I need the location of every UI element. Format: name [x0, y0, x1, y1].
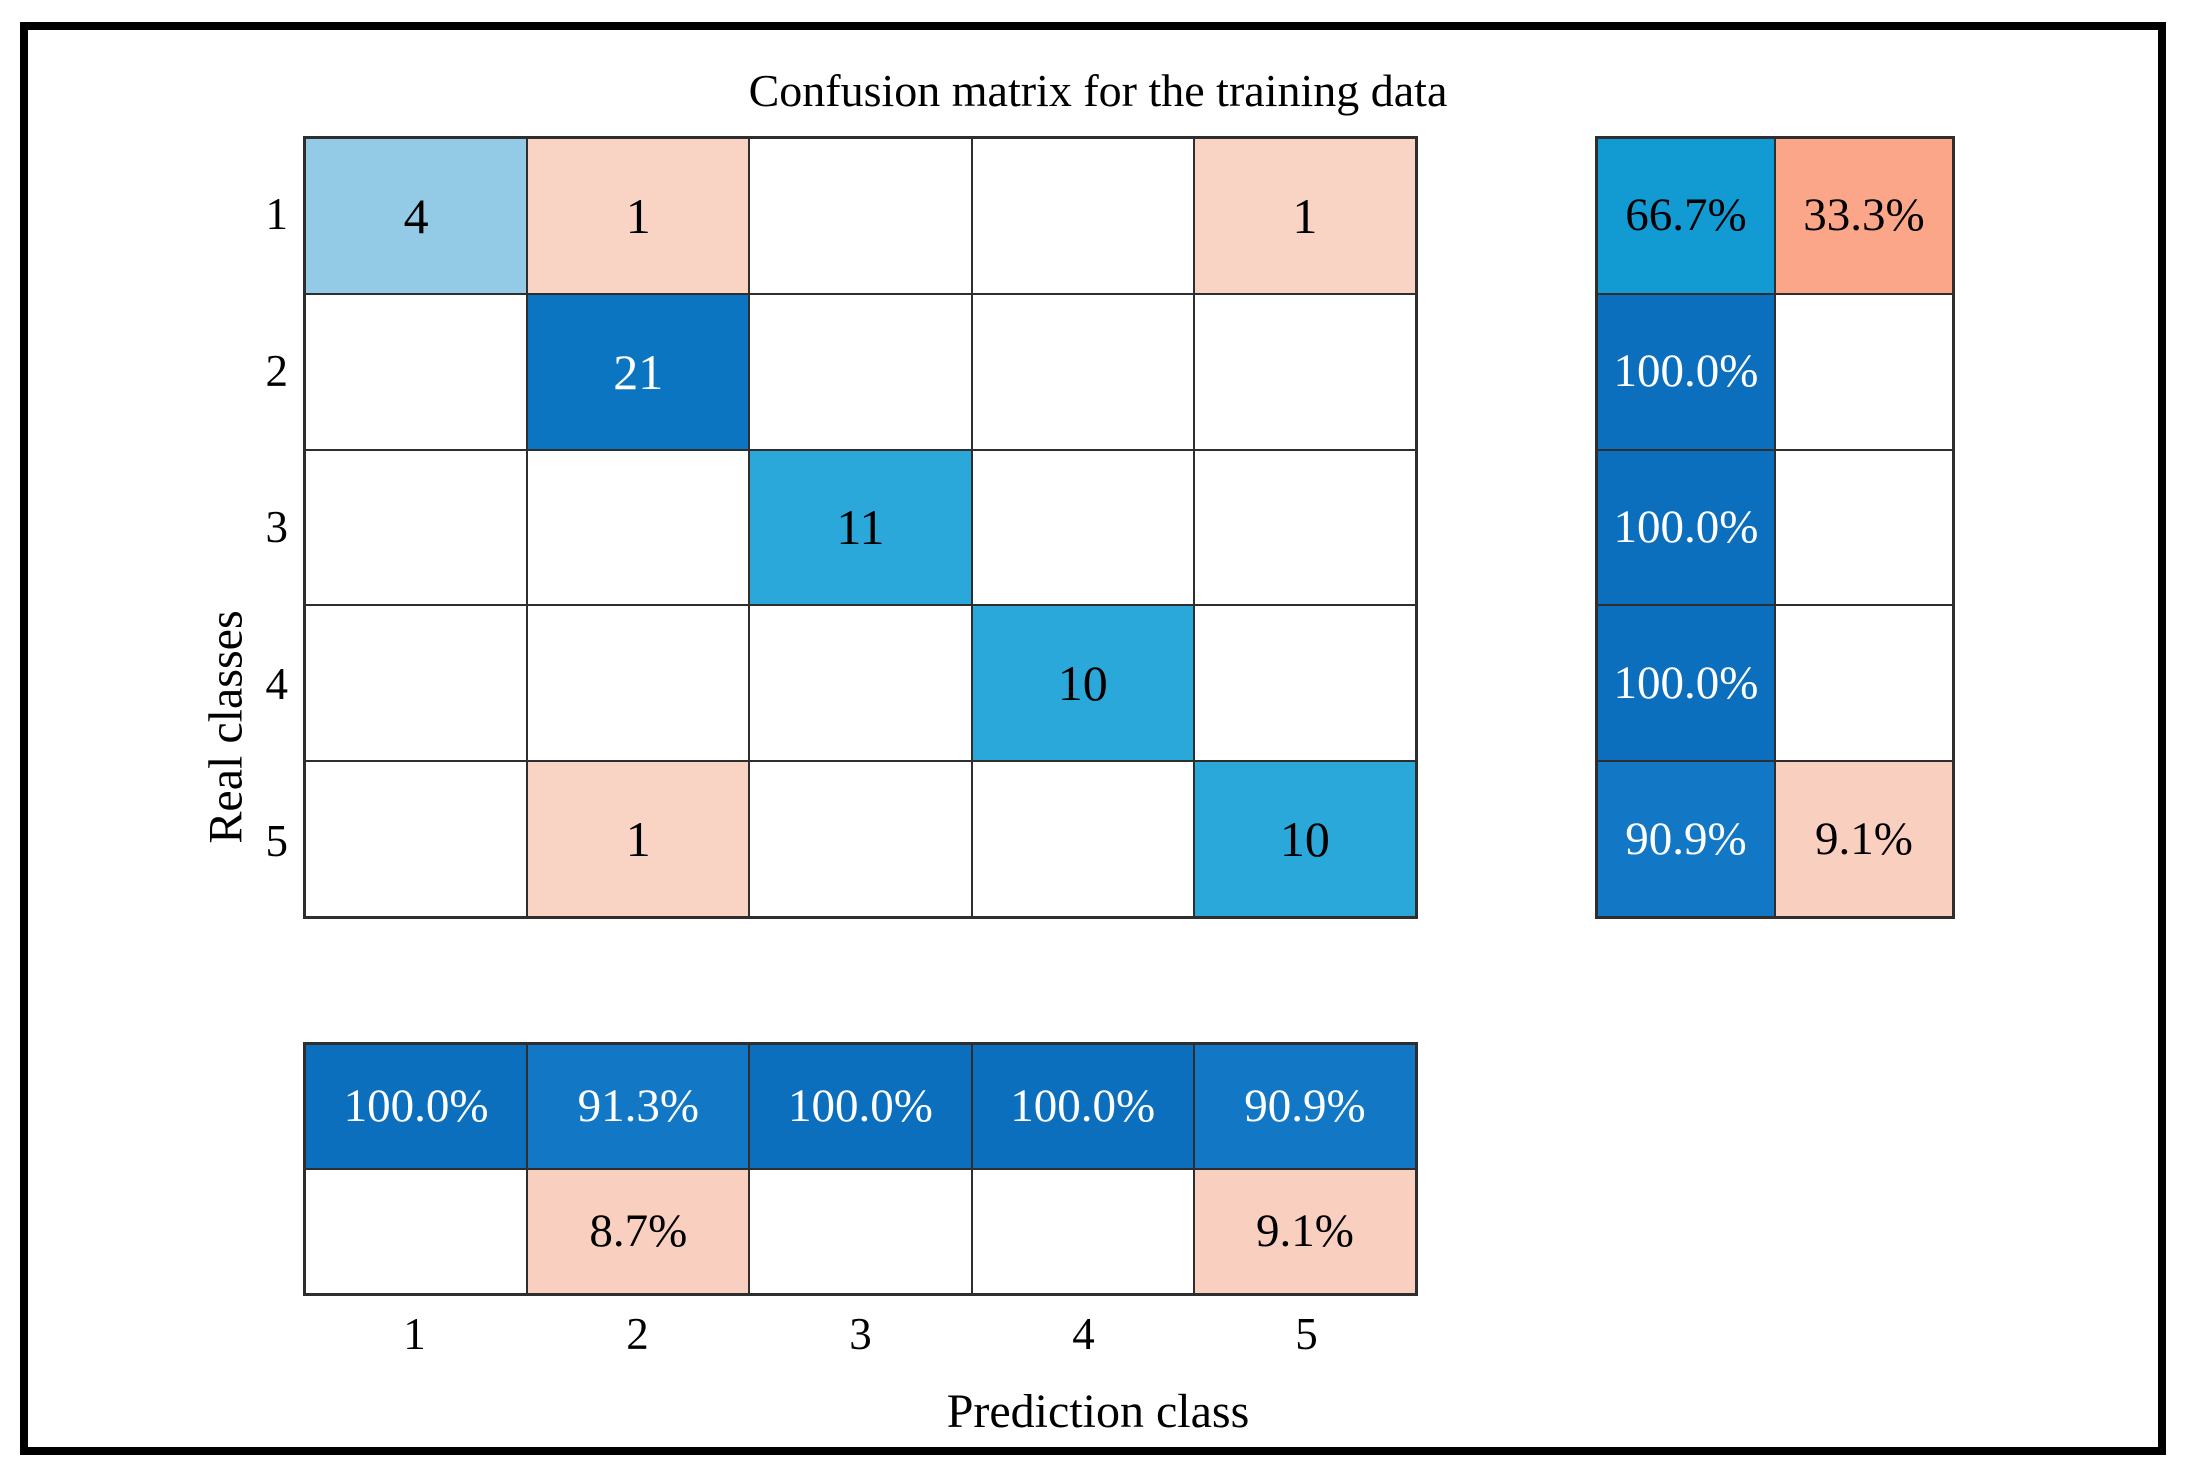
figure-border	[20, 22, 2166, 1455]
x-tick-label-1: 1	[403, 1309, 426, 1359]
matrix-cell-r1c4	[972, 139, 1193, 293]
row-summary-cell-r4c1: 100.0%	[1598, 606, 1774, 761]
y-tick-label-1: 1	[265, 189, 289, 240]
x-tick-label-5: 5	[1295, 1309, 1318, 1359]
matrix-cell-r2c1	[306, 294, 527, 449]
y-tick-label-5: 5	[265, 815, 289, 866]
row-summary-cell-r1c1: 66.7%	[1598, 139, 1774, 293]
matrix-cell-r4c1	[306, 606, 527, 761]
matrix-cell-r2c3	[750, 294, 971, 449]
row-summary-cell-r4c2	[1776, 606, 1952, 761]
x-tick-label-3: 3	[849, 1309, 872, 1359]
col-summary-cell-r1c4: 100.0%	[972, 1045, 1193, 1168]
col-summary-cell-r2c4	[972, 1170, 1193, 1293]
row-summary-cell-r3c2	[1776, 450, 1952, 605]
matrix-cell-r2c4	[972, 294, 1193, 449]
matrix-cell-r3c5	[1194, 450, 1415, 605]
x-axis-label: Prediction class	[946, 1385, 1250, 1438]
col-summary-cell-r1c5: 90.9%	[1194, 1045, 1415, 1168]
matrix-cell-r1c3	[750, 139, 971, 293]
matrix-cell-r2c2: 21	[528, 294, 749, 449]
row-summary-cell-r5c1: 90.9%	[1598, 762, 1774, 916]
matrix-cell-r5c1	[306, 762, 527, 916]
y-tick-label-3: 3	[265, 502, 289, 553]
matrix-cell-r3c1	[306, 450, 527, 605]
col-summary-cell-r1c2: 91.3%	[528, 1045, 749, 1168]
col-summary-cell-r2c5: 9.1%	[1194, 1170, 1415, 1293]
row-summary-cell-r2c2	[1776, 294, 1952, 449]
column-percentage-summary-grid: 100.0% 91.3% 100.0% 100.0% 90.9% 8.7% 9.1%	[303, 1042, 1418, 1296]
row-percentage-summary-grid: 66.7% 33.3% 100.0% 100.0% 100.0% 90.9% 9.1%	[1595, 136, 1955, 919]
y-tick-label-4: 4	[265, 659, 289, 710]
matrix-cell-r4c3	[750, 606, 971, 761]
chart-title: Confusion matrix for the training data	[748, 65, 1448, 116]
matrix-cell-r5c4	[972, 762, 1193, 916]
col-summary-cell-r2c3	[750, 1170, 971, 1293]
row-summary-cell-r2c1: 100.0%	[1598, 294, 1774, 449]
matrix-cell-r1c2: 1	[528, 139, 749, 293]
matrix-cell-r3c3: 11	[750, 450, 971, 605]
col-summary-cell-r1c1: 100.0%	[306, 1045, 527, 1168]
matrix-cell-r2c5	[1194, 294, 1415, 449]
col-summary-cell-r1c3: 100.0%	[750, 1045, 971, 1168]
matrix-cell-r4c5	[1194, 606, 1415, 761]
confusion-matrix-grid: 4 1 1 21 11 10 1 10	[303, 136, 1418, 919]
x-tick-label-2: 2	[626, 1309, 649, 1359]
row-summary-cell-r1c2: 33.3%	[1776, 139, 1952, 293]
matrix-cell-r3c4	[972, 450, 1193, 605]
col-summary-cell-r2c1	[306, 1170, 527, 1293]
col-summary-cell-r2c2: 8.7%	[528, 1170, 749, 1293]
row-summary-cell-r3c1: 100.0%	[1598, 450, 1774, 605]
matrix-cell-r5c3	[750, 762, 971, 916]
y-tick-label-2: 2	[265, 345, 289, 396]
matrix-cell-r3c2	[528, 450, 749, 605]
x-tick-label-4: 4	[1072, 1309, 1095, 1359]
matrix-cell-r5c2: 1	[528, 762, 749, 916]
matrix-cell-r1c1: 4	[306, 139, 527, 293]
matrix-cell-r4c2	[528, 606, 749, 761]
matrix-cell-r1c5: 1	[1194, 139, 1415, 293]
row-summary-cell-r5c2: 9.1%	[1776, 762, 1952, 916]
matrix-cell-r4c4: 10	[972, 606, 1193, 761]
matrix-cell-r5c5: 10	[1194, 762, 1415, 916]
